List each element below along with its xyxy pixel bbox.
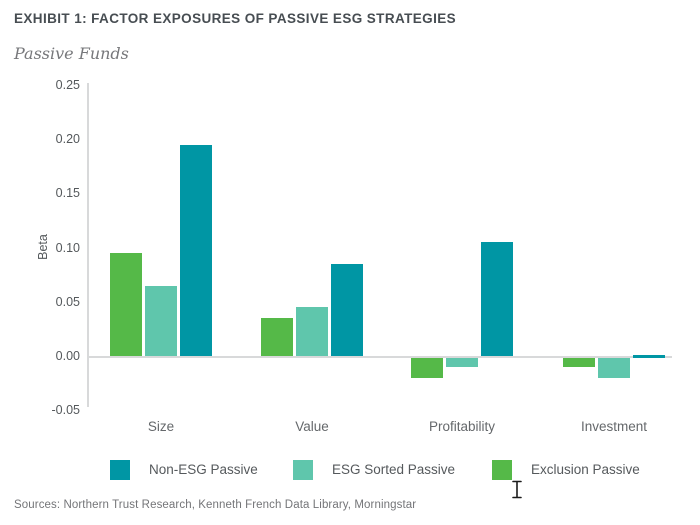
x-axis-label-profitability: Profitability bbox=[428, 419, 496, 434]
zero-baseline bbox=[88, 356, 672, 358]
legend-label: Non-ESG Passive bbox=[149, 462, 258, 477]
bar-exclusion-passive-profitability bbox=[411, 358, 443, 378]
legend-swatch bbox=[492, 460, 512, 480]
y-tick-label: 0.10 bbox=[55, 241, 80, 255]
bar-esg-sorted-passive-profitability bbox=[446, 358, 478, 367]
bar-non-esg-passive-value bbox=[331, 264, 363, 356]
legend-swatch bbox=[110, 460, 130, 480]
text-ibeam-cursor bbox=[512, 480, 522, 499]
y-tick-label: 0.00 bbox=[55, 349, 80, 363]
x-axis-label-value: Value bbox=[295, 419, 329, 434]
legend-label: Exclusion Passive bbox=[531, 462, 640, 477]
bar-exclusion-passive-investment bbox=[563, 358, 595, 367]
x-axis-label-size: Size bbox=[147, 419, 175, 434]
bar-esg-sorted-passive-value bbox=[296, 307, 328, 356]
x-axis-label-investment: Investment bbox=[580, 419, 648, 434]
bar-non-esg-passive-investment bbox=[633, 355, 665, 358]
y-tick-label: 0.25 bbox=[55, 78, 80, 92]
bar-non-esg-passive-size bbox=[180, 145, 212, 356]
bar-exclusion-passive-size bbox=[110, 253, 142, 356]
y-tick-label: 0.15 bbox=[55, 186, 80, 200]
legend-label: ESG Sorted Passive bbox=[332, 462, 456, 477]
chart-subtitle: Passive Funds bbox=[14, 44, 129, 63]
bar-non-esg-passive-profitability bbox=[481, 242, 513, 356]
y-tick-label: 0.20 bbox=[55, 132, 80, 146]
y-tick-label: 0.05 bbox=[55, 295, 80, 309]
bar-exclusion-passive-value bbox=[261, 318, 293, 356]
legend-swatch bbox=[293, 460, 313, 480]
sources-note: Sources: Northern Trust Research, Kennet… bbox=[14, 499, 417, 511]
y-tick-label: -0.05 bbox=[51, 403, 81, 417]
y-axis-line bbox=[87, 83, 89, 407]
bar-esg-sorted-passive-size bbox=[145, 286, 177, 356]
bar-esg-sorted-passive-investment bbox=[598, 358, 630, 378]
exhibit-title: EXHIBIT 1: FACTOR EXPOSURES OF PASSIVE E… bbox=[14, 11, 457, 26]
